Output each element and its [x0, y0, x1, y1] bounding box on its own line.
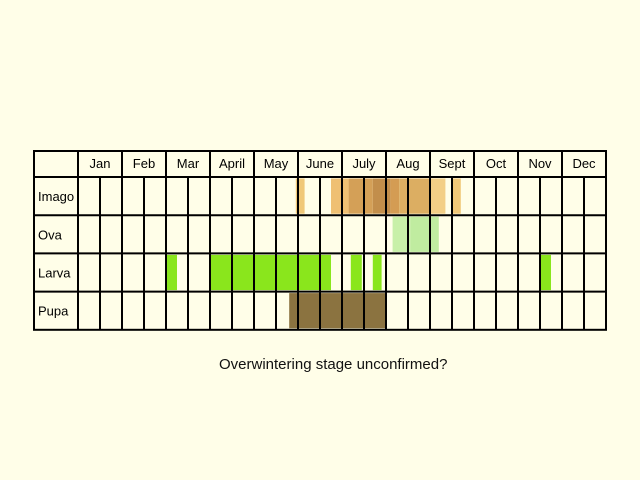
band-imago [399, 178, 430, 214]
band-imago [390, 178, 400, 214]
band-imago [348, 178, 373, 214]
month-label: April [219, 156, 245, 171]
month-label: Nov [528, 156, 552, 171]
month-label: Dec [572, 156, 596, 171]
month-label: Jan [90, 156, 111, 171]
band-imago [331, 178, 349, 214]
overwintering-note: Overwintering stage unconfirmed? [219, 356, 448, 373]
month-label: Feb [133, 156, 155, 171]
band-imago [452, 178, 461, 214]
band-larva [350, 254, 362, 291]
band-pupa [289, 293, 386, 329]
band-ova [392, 216, 411, 252]
band-larva [210, 254, 331, 291]
stage-label: Ova [38, 227, 63, 242]
band-imago [430, 178, 446, 214]
month-label: Mar [177, 156, 200, 171]
band-larva [166, 254, 177, 291]
stage-label: Larva [38, 266, 71, 281]
band-larva [540, 254, 551, 291]
band-imago [295, 178, 305, 214]
month-label: Oct [486, 156, 507, 171]
band-larva [372, 254, 382, 291]
stage-label: Pupa [38, 304, 69, 319]
month-label: Aug [396, 156, 419, 171]
month-label: June [306, 156, 334, 171]
band-ova [410, 216, 439, 252]
stage-label: Imago [38, 189, 74, 204]
month-label: Sept [439, 156, 466, 171]
band-imago [372, 178, 391, 214]
month-label: July [352, 156, 376, 171]
month-label: May [264, 156, 289, 171]
